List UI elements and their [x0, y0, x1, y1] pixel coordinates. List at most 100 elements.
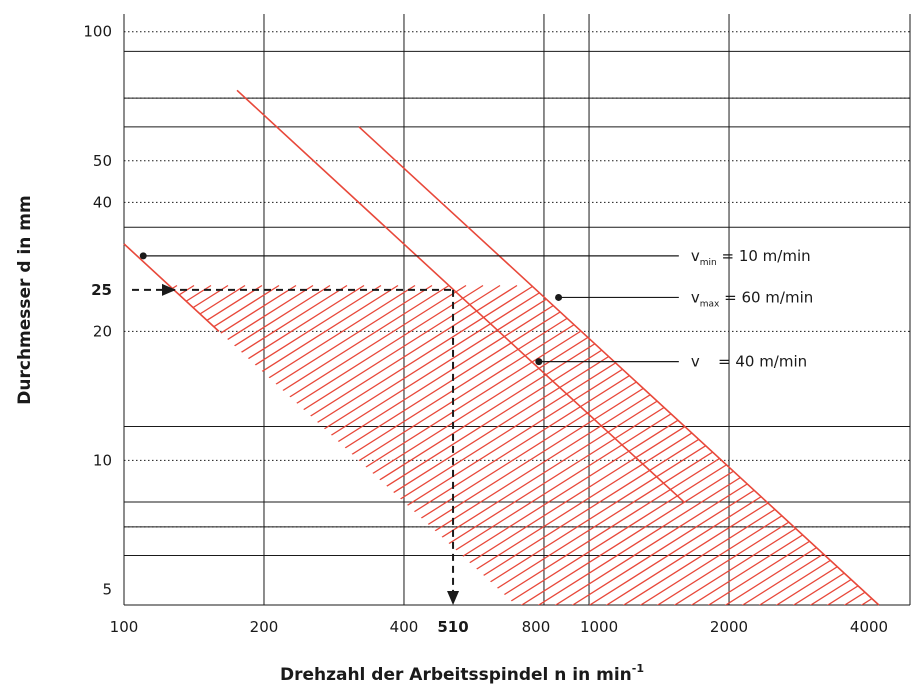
hatch-line — [256, 284, 858, 605]
speed-line-v-max — [358, 126, 880, 606]
x-tick-label: 1000 — [580, 618, 618, 636]
hatch-line — [732, 284, 879, 605]
y-tick-label: 100 — [83, 23, 112, 41]
x-tick-label: 800 — [522, 618, 551, 636]
hatch-line — [647, 284, 879, 605]
annotation-value: = 40 m/min — [713, 353, 807, 371]
hatch-line — [630, 284, 879, 605]
hatch-line — [579, 284, 879, 605]
hatch-line — [596, 284, 879, 605]
y-tick-label: 5 — [102, 580, 112, 598]
hatch-line — [154, 284, 756, 605]
hatch-line — [124, 284, 365, 605]
example-arrow-right — [162, 283, 176, 296]
hatch-line — [222, 284, 824, 605]
hatch-line — [528, 284, 879, 605]
hatch-line — [903, 286, 922, 666]
hatch-line — [324, 284, 879, 605]
example-arrow-down — [447, 591, 460, 605]
hatch-line — [124, 284, 637, 605]
hatch-line — [851, 284, 879, 605]
hatch-line — [613, 284, 879, 605]
hatch-line — [124, 284, 348, 605]
hatch-line — [124, 284, 620, 605]
hatch-lines — [0, 284, 922, 666]
annotation-subscript — [700, 364, 714, 374]
hatch-line — [443, 284, 879, 605]
annotation-label: vmax = 60 m/min — [691, 288, 813, 309]
annotation-label: vmin = 10 m/min — [691, 247, 811, 268]
hatch-line — [715, 284, 879, 605]
x-axis-title-superscript: -1 — [632, 662, 644, 675]
hatch-line — [341, 284, 879, 605]
hatch-line — [868, 284, 879, 605]
hatch-line — [124, 284, 297, 605]
hatch-line — [494, 284, 879, 605]
hatch-line — [124, 284, 603, 605]
tick-labels: 100 200 400 510 800 1000 2000 4000 100 50 40 25 20 10… — [83, 23, 888, 636]
hatch-line — [834, 284, 879, 605]
hatch-line — [681, 284, 879, 605]
hatch-line — [817, 284, 879, 605]
hatch-line — [273, 284, 875, 605]
hatch-line — [477, 284, 879, 605]
hatch-line — [124, 284, 688, 605]
hatch-line — [124, 284, 569, 605]
hatch-line — [124, 284, 552, 605]
annotation-value: = 10 m/min — [717, 247, 811, 265]
hatch-line — [124, 284, 314, 605]
hatch-line — [800, 284, 879, 605]
y-tick-label: 50 — [93, 152, 112, 170]
annotation-subscript: min — [700, 258, 717, 268]
hatch-line — [239, 284, 841, 605]
hatch-line — [0, 286, 75, 666]
speed-lines — [123, 89, 880, 606]
hatch-line — [124, 284, 263, 605]
hatch-line — [124, 284, 280, 605]
hatch-line — [188, 284, 790, 605]
hatch-line — [749, 284, 879, 605]
hatch-line — [783, 284, 879, 605]
x-axis-title: Drehzahl der Arbeitsspindel n in min-1 — [280, 662, 644, 685]
hatch-line — [124, 284, 518, 605]
y-axis-title: Durchmesser d in mm — [15, 195, 35, 404]
x-axis-title-main: Drehzahl der Arbeitsspindel n in min — [280, 665, 632, 685]
annotation-symbol: v — [691, 247, 700, 265]
hatch-line — [426, 284, 879, 605]
hatch-line — [124, 284, 722, 605]
hatch-line — [171, 284, 773, 605]
hatch-line — [124, 284, 382, 605]
hatch-line — [0, 286, 92, 666]
hatch-line — [124, 284, 399, 605]
hatch-line — [124, 284, 654, 605]
hatch-line — [124, 284, 671, 605]
hatch-line — [205, 284, 807, 605]
hatch-line — [766, 284, 879, 605]
x-tick-label: 100 — [110, 618, 139, 636]
hatch-line — [562, 284, 879, 605]
hatch-line — [664, 284, 879, 605]
annotation-symbol: v — [691, 288, 700, 306]
annotation-symbol: v — [691, 353, 700, 371]
hatch-line — [409, 284, 879, 605]
y-tick-label: 20 — [93, 322, 112, 340]
hatch-line — [124, 284, 416, 605]
grid — [123, 14, 911, 606]
annotation-subscript: max — [700, 299, 720, 309]
hatch-line — [307, 284, 879, 605]
y-tick-label: 40 — [93, 193, 112, 211]
x-tick-label: 400 — [390, 618, 419, 636]
hatch-line — [124, 284, 586, 605]
hatched-region — [0, 284, 922, 666]
speed-line-v-min — [123, 243, 220, 332]
y-tick-label: 10 — [93, 451, 112, 469]
annotation-value: = 60 m/min — [719, 288, 813, 306]
hatch-line — [698, 284, 879, 605]
x-tick-label: 200 — [250, 618, 279, 636]
y-tick-label: 25 — [91, 281, 112, 299]
hatch-line — [124, 284, 501, 605]
hatch-line — [290, 284, 879, 605]
annotation-label: v = 40 m/min — [691, 353, 807, 374]
